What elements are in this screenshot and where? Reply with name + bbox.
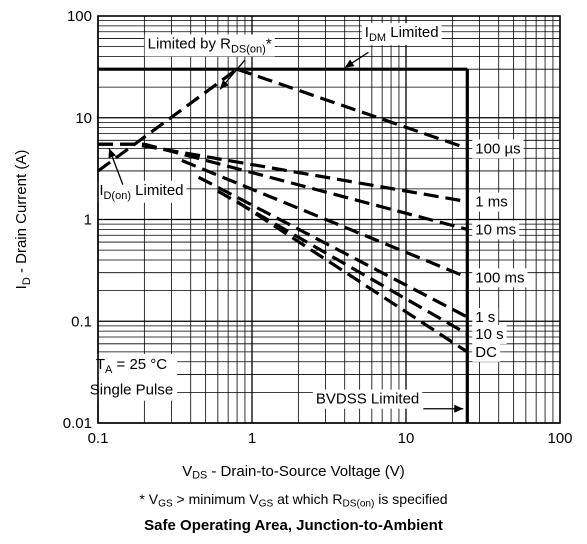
x-axis-label: VDS - Drain-to-Source Voltage (V) (182, 463, 405, 482)
plot-frame (97, 15, 561, 424)
svg-text:100 µs: 100 µs (475, 140, 520, 157)
curve-label: 100 µs (472, 139, 524, 159)
rds-label: Limited by RDS(on)* (144, 34, 275, 57)
arrow-head (344, 59, 355, 68)
svg-text:100 ms: 100 ms (475, 269, 524, 286)
svg-text:10 ms: 10 ms (475, 221, 516, 238)
rds-limit-line (97, 67, 239, 173)
x-tick-label: 10 (398, 430, 415, 447)
svg-text:Limited by RDS(on)*: Limited by RDS(on)* (148, 35, 272, 55)
y-tick-label: 1 (84, 212, 92, 229)
series-line (236, 200, 469, 354)
idm-label: IDM Limited (361, 23, 442, 46)
svg-text:Single Pulse: Single Pulse (90, 382, 173, 399)
curve-label: 100 ms (472, 268, 528, 288)
svg-text:TA = 25 °C: TA = 25 °C (96, 356, 167, 376)
curve-label: 1 s (472, 308, 499, 328)
y-tick-label: 0.01 (63, 415, 92, 432)
arrow-head (454, 404, 464, 413)
curve-label: DC (472, 342, 501, 362)
footnote: * VGS > minimum VGS at which RDS(on) is … (139, 491, 448, 510)
x-tick-label: 0.1 (88, 430, 109, 447)
svg-text:DC: DC (475, 344, 497, 361)
series-line (98, 142, 468, 231)
x-tick-label: 100 (547, 430, 572, 447)
y-tick-label: 100 (67, 8, 92, 25)
x-tick-label: 1 (248, 430, 256, 447)
y-axis-label: ID - Drain Current (A) (13, 150, 33, 290)
arrow-head (108, 148, 117, 159)
svg-text:10 s: 10 s (475, 326, 503, 343)
bvdss-label: BVDSS Limited (312, 389, 423, 409)
curve-label: 10 s (472, 324, 507, 344)
svg-text:ID(on) Limited: ID(on) Limited (99, 182, 183, 202)
svg-text:BVDSS Limited: BVDSS Limited (316, 391, 419, 408)
series-lines (97, 67, 469, 423)
svg-text:1 ms: 1 ms (475, 194, 508, 211)
conditions-box: TA = 25 °C Single Pulse (85, 353, 178, 401)
y-tick-label: 10 (75, 110, 92, 127)
curve-label: 10 ms (472, 220, 520, 240)
series-line (197, 175, 469, 319)
chart-title: Safe Operating Area, Junction-to-Ambient (144, 517, 443, 534)
svg-text:1 s: 1 s (475, 309, 495, 326)
y-tick-label: 0.1 (71, 313, 92, 330)
series-line (236, 67, 468, 150)
idon-label: ID(on) Limited (96, 180, 187, 203)
curve-label: 1 ms (472, 192, 511, 212)
curve-labels: 100 µs 1 ms 10 ms 100 ms 1 s10 sDC Limited by… (85, 23, 528, 413)
svg-text:IDM Limited: IDM Limited (365, 24, 439, 44)
series-line (181, 159, 468, 279)
arrow-head (220, 79, 229, 90)
